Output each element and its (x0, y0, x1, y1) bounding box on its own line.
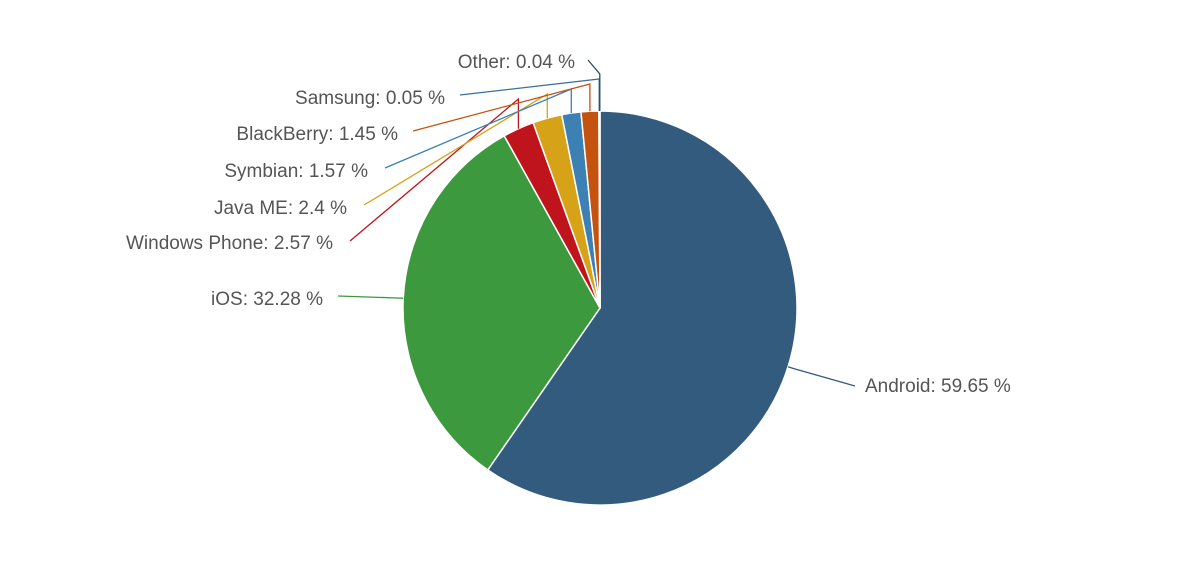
connector-android (787, 366, 856, 387)
connector-java-me (363, 92, 548, 206)
label-java-me: Java ME: 2.4 % (214, 198, 347, 219)
connector-ios (337, 295, 404, 299)
slice-other[interactable] (598, 110, 601, 309)
slice-labels: Android: 59.65 % iOS: 32.28 % Windows Ph… (126, 52, 1011, 397)
label-connectors (337, 59, 856, 387)
label-samsung: Samsung: 0.05 % (295, 88, 445, 109)
label-windows-phone: Windows Phone: 2.57 % (126, 233, 333, 254)
connector-other (587, 59, 601, 111)
label-ios: iOS: 32.28 % (211, 289, 323, 310)
slice-ios[interactable] (402, 135, 601, 471)
connector-blackberry (412, 83, 591, 132)
label-symbian: Symbian: 1.57 % (224, 161, 368, 182)
label-blackberry: BlackBerry: 1.45 % (236, 124, 398, 145)
label-android: Android: 59.65 % (865, 376, 1011, 397)
connector-windows-phone (349, 97, 520, 242)
label-other: Other: 0.04 % (458, 52, 575, 73)
pie-slices (402, 110, 798, 506)
